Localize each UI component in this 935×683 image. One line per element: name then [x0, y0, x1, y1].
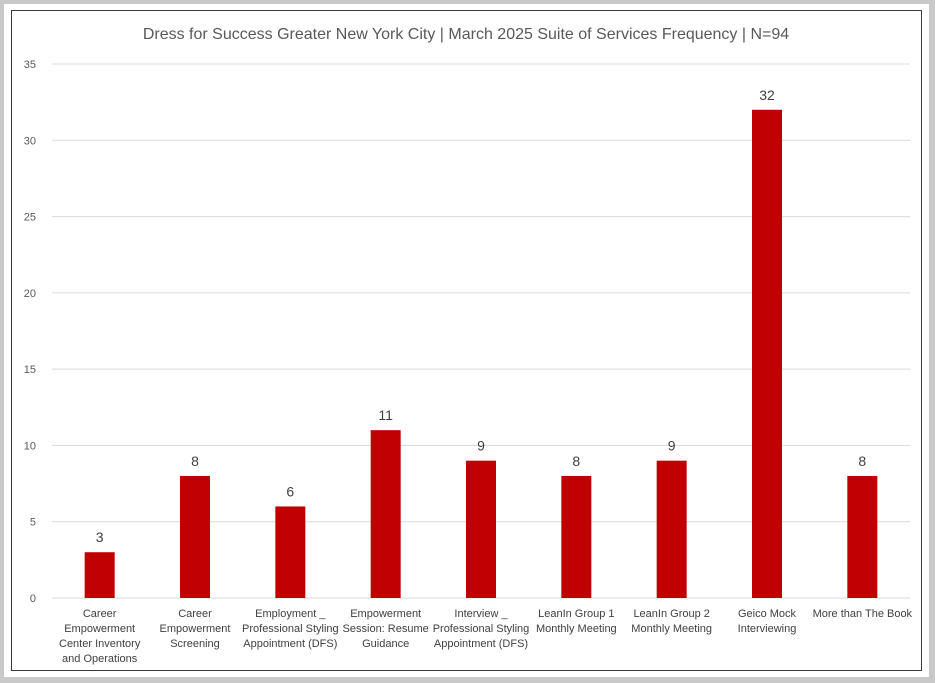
bar [275, 506, 306, 598]
x-tick-label: Career Empowerment Center Inventory and Ope… [59, 608, 141, 665]
chart-frame: Dress for Success Greater New York City … [4, 4, 929, 677]
bar [752, 109, 782, 599]
bar [84, 552, 115, 598]
bar [466, 460, 496, 598]
y-tick-label: 15 [24, 364, 36, 376]
x-tick-label: Career Empowerment Screening [160, 608, 231, 650]
bar [370, 430, 401, 598]
data-label: 11 [378, 407, 393, 423]
data-label: 3 [96, 529, 104, 545]
y-tick-label: 10 [24, 440, 36, 452]
x-tick-label: LeanIn Group 1 Monthly Meeting [536, 608, 617, 635]
x-tick-label: Employment _ Professional Styling Appointm… [242, 608, 339, 650]
data-label: 8 [858, 453, 866, 469]
bar [656, 460, 687, 598]
chart-area: Dress for Success Greater New York City … [11, 10, 922, 671]
x-tick-label: More than The Book [813, 608, 913, 620]
data-label: 8 [572, 453, 580, 469]
y-tick-label: 30 [24, 135, 36, 147]
y-tick-label: 35 [24, 59, 36, 71]
data-label: 8 [191, 453, 199, 469]
bar [847, 475, 878, 598]
x-tick-label: Interview _ Professional Styling Appointme… [433, 608, 530, 650]
data-label: 32 [759, 87, 775, 103]
data-label: 9 [477, 438, 485, 454]
data-label: 6 [286, 483, 294, 499]
bar [561, 475, 592, 598]
y-tick-label: 20 [24, 288, 36, 300]
x-tick-label: Empowerment Session: Resume Guidance [343, 608, 429, 650]
bar-chart: Dress for Success Greater New York City … [24, 26, 913, 665]
data-label: 9 [668, 438, 676, 454]
y-tick-label: 0 [30, 593, 36, 605]
y-tick-label: 25 [24, 212, 36, 224]
x-tick-label: Geico Mock Interviewing [738, 608, 797, 635]
y-tick-label: 5 [30, 517, 36, 529]
chart-title: Dress for Success Greater New York City … [143, 26, 789, 43]
x-tick-label: LeanIn Group 2 Monthly Meeting [631, 608, 712, 635]
bar [180, 475, 210, 598]
